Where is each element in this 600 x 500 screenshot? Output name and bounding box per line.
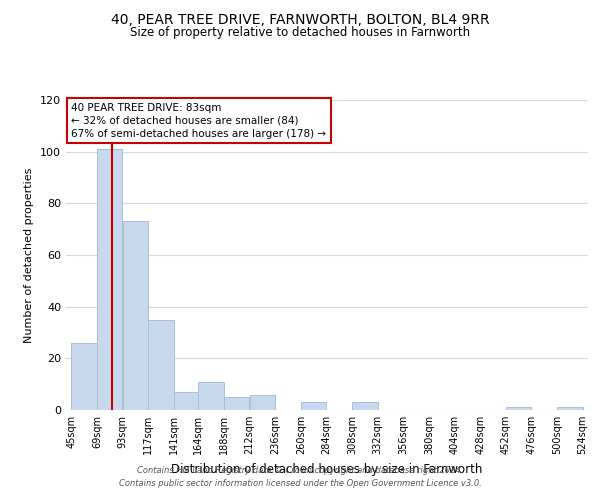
Text: Size of property relative to detached houses in Farnworth: Size of property relative to detached ho… [130, 26, 470, 39]
Bar [71, 343, 97, 410]
Bar [123, 222, 148, 410]
Text: 40 PEAR TREE DRIVE: 83sqm
← 32% of detached houses are smaller (84)
67% of semi-: 40 PEAR TREE DRIVE: 83sqm ← 32% of detac… [71, 102, 326, 139]
Bar [352, 402, 377, 410]
Text: 40, PEAR TREE DRIVE, FARNWORTH, BOLTON, BL4 9RR: 40, PEAR TREE DRIVE, FARNWORTH, BOLTON, … [110, 12, 490, 26]
Bar [199, 382, 224, 410]
X-axis label: Distribution of detached houses by size in Farnworth: Distribution of detached houses by size … [172, 462, 482, 475]
Bar [506, 408, 531, 410]
Bar [301, 402, 326, 410]
Bar [174, 392, 198, 410]
Bar [224, 397, 250, 410]
Text: Contains HM Land Registry data © Crown copyright and database right 2024.
Contai: Contains HM Land Registry data © Crown c… [119, 466, 481, 487]
Bar [97, 149, 122, 410]
Bar [148, 320, 173, 410]
Bar [250, 394, 275, 410]
Y-axis label: Number of detached properties: Number of detached properties [25, 168, 34, 342]
Bar [557, 408, 583, 410]
